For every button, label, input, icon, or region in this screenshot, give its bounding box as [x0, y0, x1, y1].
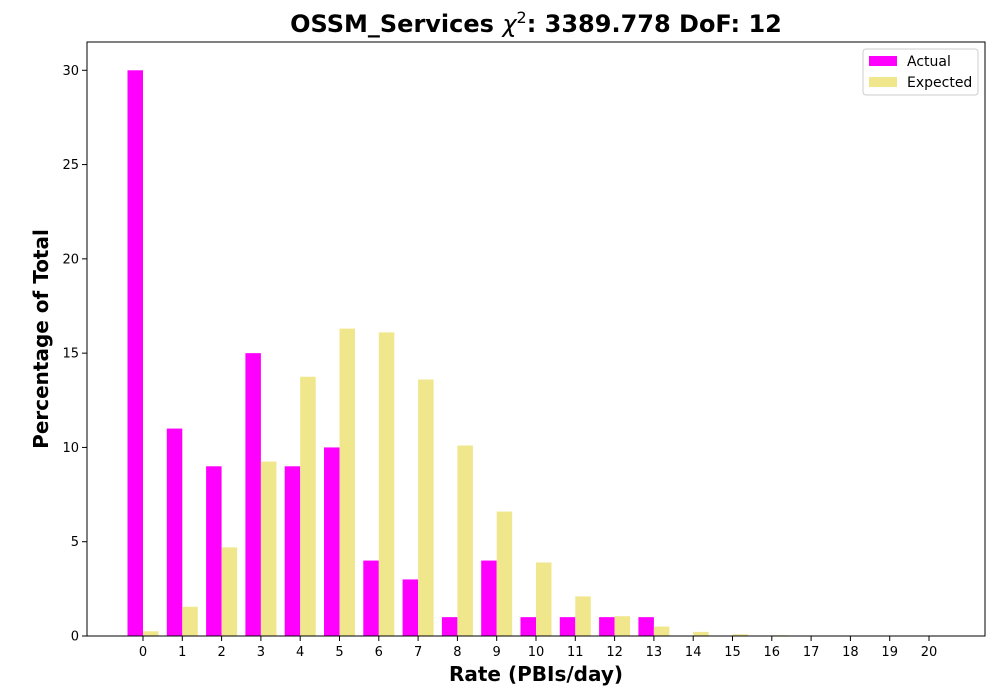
bar-expected-0	[143, 631, 159, 636]
legend-swatch-expected	[869, 77, 897, 87]
bar-actual-2	[206, 466, 222, 636]
bar-actual-1	[166, 428, 183, 636]
x-tick-label: 16	[764, 645, 781, 660]
bar-actual-7	[402, 579, 419, 636]
legend-label-actual: Actual	[907, 54, 951, 70]
bar-expected-4	[300, 376, 316, 636]
bar-actual-4	[284, 466, 301, 636]
bar-expected-12	[614, 616, 631, 636]
legend-swatch-actual	[869, 56, 897, 66]
legend-label-expected: Expected	[907, 75, 972, 91]
x-axis-ticks: 0 1 2 3 4 5 6 7 8 9 10 11 12 13 14 15 16 17 18 19 20	[139, 636, 937, 660]
x-tick-label: 6	[375, 645, 383, 660]
bar-expected-13	[653, 626, 670, 636]
bar-expected-9	[496, 511, 513, 636]
y-tick-label: 25	[62, 158, 79, 173]
bar-actual-6	[363, 560, 379, 636]
y-axis-label: Percentage of Total	[29, 229, 53, 449]
x-tick-label: 15	[724, 645, 741, 660]
x-tick-label: 3	[257, 645, 265, 660]
bar-expected-14	[693, 631, 709, 636]
x-tick-label: 0	[139, 645, 147, 660]
x-tick-label: 4	[296, 645, 304, 660]
x-tick-label: 18	[842, 645, 859, 660]
bar-expected-11	[575, 596, 591, 636]
bar-expected-5	[339, 328, 355, 636]
y-tick-label: 5	[71, 535, 79, 550]
x-tick-label: 17	[803, 645, 820, 660]
y-tick-label: 0	[71, 630, 79, 645]
bar-expected-15	[732, 634, 748, 636]
x-axis-label: Rate (PBIs/day)	[449, 662, 623, 686]
x-tick-label: 1	[178, 645, 186, 660]
chart-title: OSSM_Services χ2: 3389.778 DoF: 12	[290, 8, 782, 39]
x-tick-label: 7	[414, 645, 422, 660]
bar-expected-1	[182, 606, 198, 636]
y-tick-label: 10	[62, 441, 79, 456]
bar-expected-2	[221, 547, 238, 636]
x-tick-label: 9	[493, 645, 501, 660]
bar-actual-5	[324, 447, 340, 636]
x-tick-label: 19	[881, 645, 898, 660]
bar-expected-3	[260, 461, 277, 636]
chart-title-prefix: OSSM_Services	[290, 10, 502, 38]
y-tick-label: 20	[62, 252, 79, 267]
x-tick-label: 10	[528, 645, 545, 660]
x-tick-label: 20	[921, 645, 938, 660]
bar-actual-8	[441, 617, 458, 636]
bars-group	[127, 70, 827, 637]
bar-expected-6	[378, 332, 395, 636]
bar-expected-10	[536, 562, 552, 636]
bar-expected-7	[418, 379, 434, 636]
y-axis-ticks: 0 5 10 15 20 25 30	[62, 64, 87, 645]
x-tick-label: 13	[646, 645, 663, 660]
x-tick-label: 12	[606, 645, 623, 660]
chart-title-chi: χ	[500, 10, 517, 38]
bar-actual-12	[599, 617, 615, 636]
x-tick-label: 14	[685, 645, 702, 660]
y-tick-label: 15	[62, 347, 79, 362]
y-tick-label: 30	[62, 64, 79, 79]
chart-title-superscript: 2	[517, 8, 527, 27]
x-tick-label: 2	[217, 645, 225, 660]
bar-expected-8	[457, 445, 473, 636]
chart-title-suffix: : 3389.778 DoF: 12	[527, 10, 782, 38]
bar-actual-13	[638, 617, 654, 636]
x-tick-label: 5	[335, 645, 343, 660]
bar-actual-3	[245, 353, 261, 636]
plot-frame	[86, 41, 986, 637]
x-tick-label: 11	[567, 645, 584, 660]
bar-actual-9	[481, 560, 497, 636]
legend: Actual Expected	[862, 48, 979, 96]
x-tick-label: 8	[453, 645, 461, 660]
bar-actual-11	[559, 617, 576, 636]
bar-actual-0	[127, 70, 143, 637]
bar-actual-10	[520, 617, 536, 636]
